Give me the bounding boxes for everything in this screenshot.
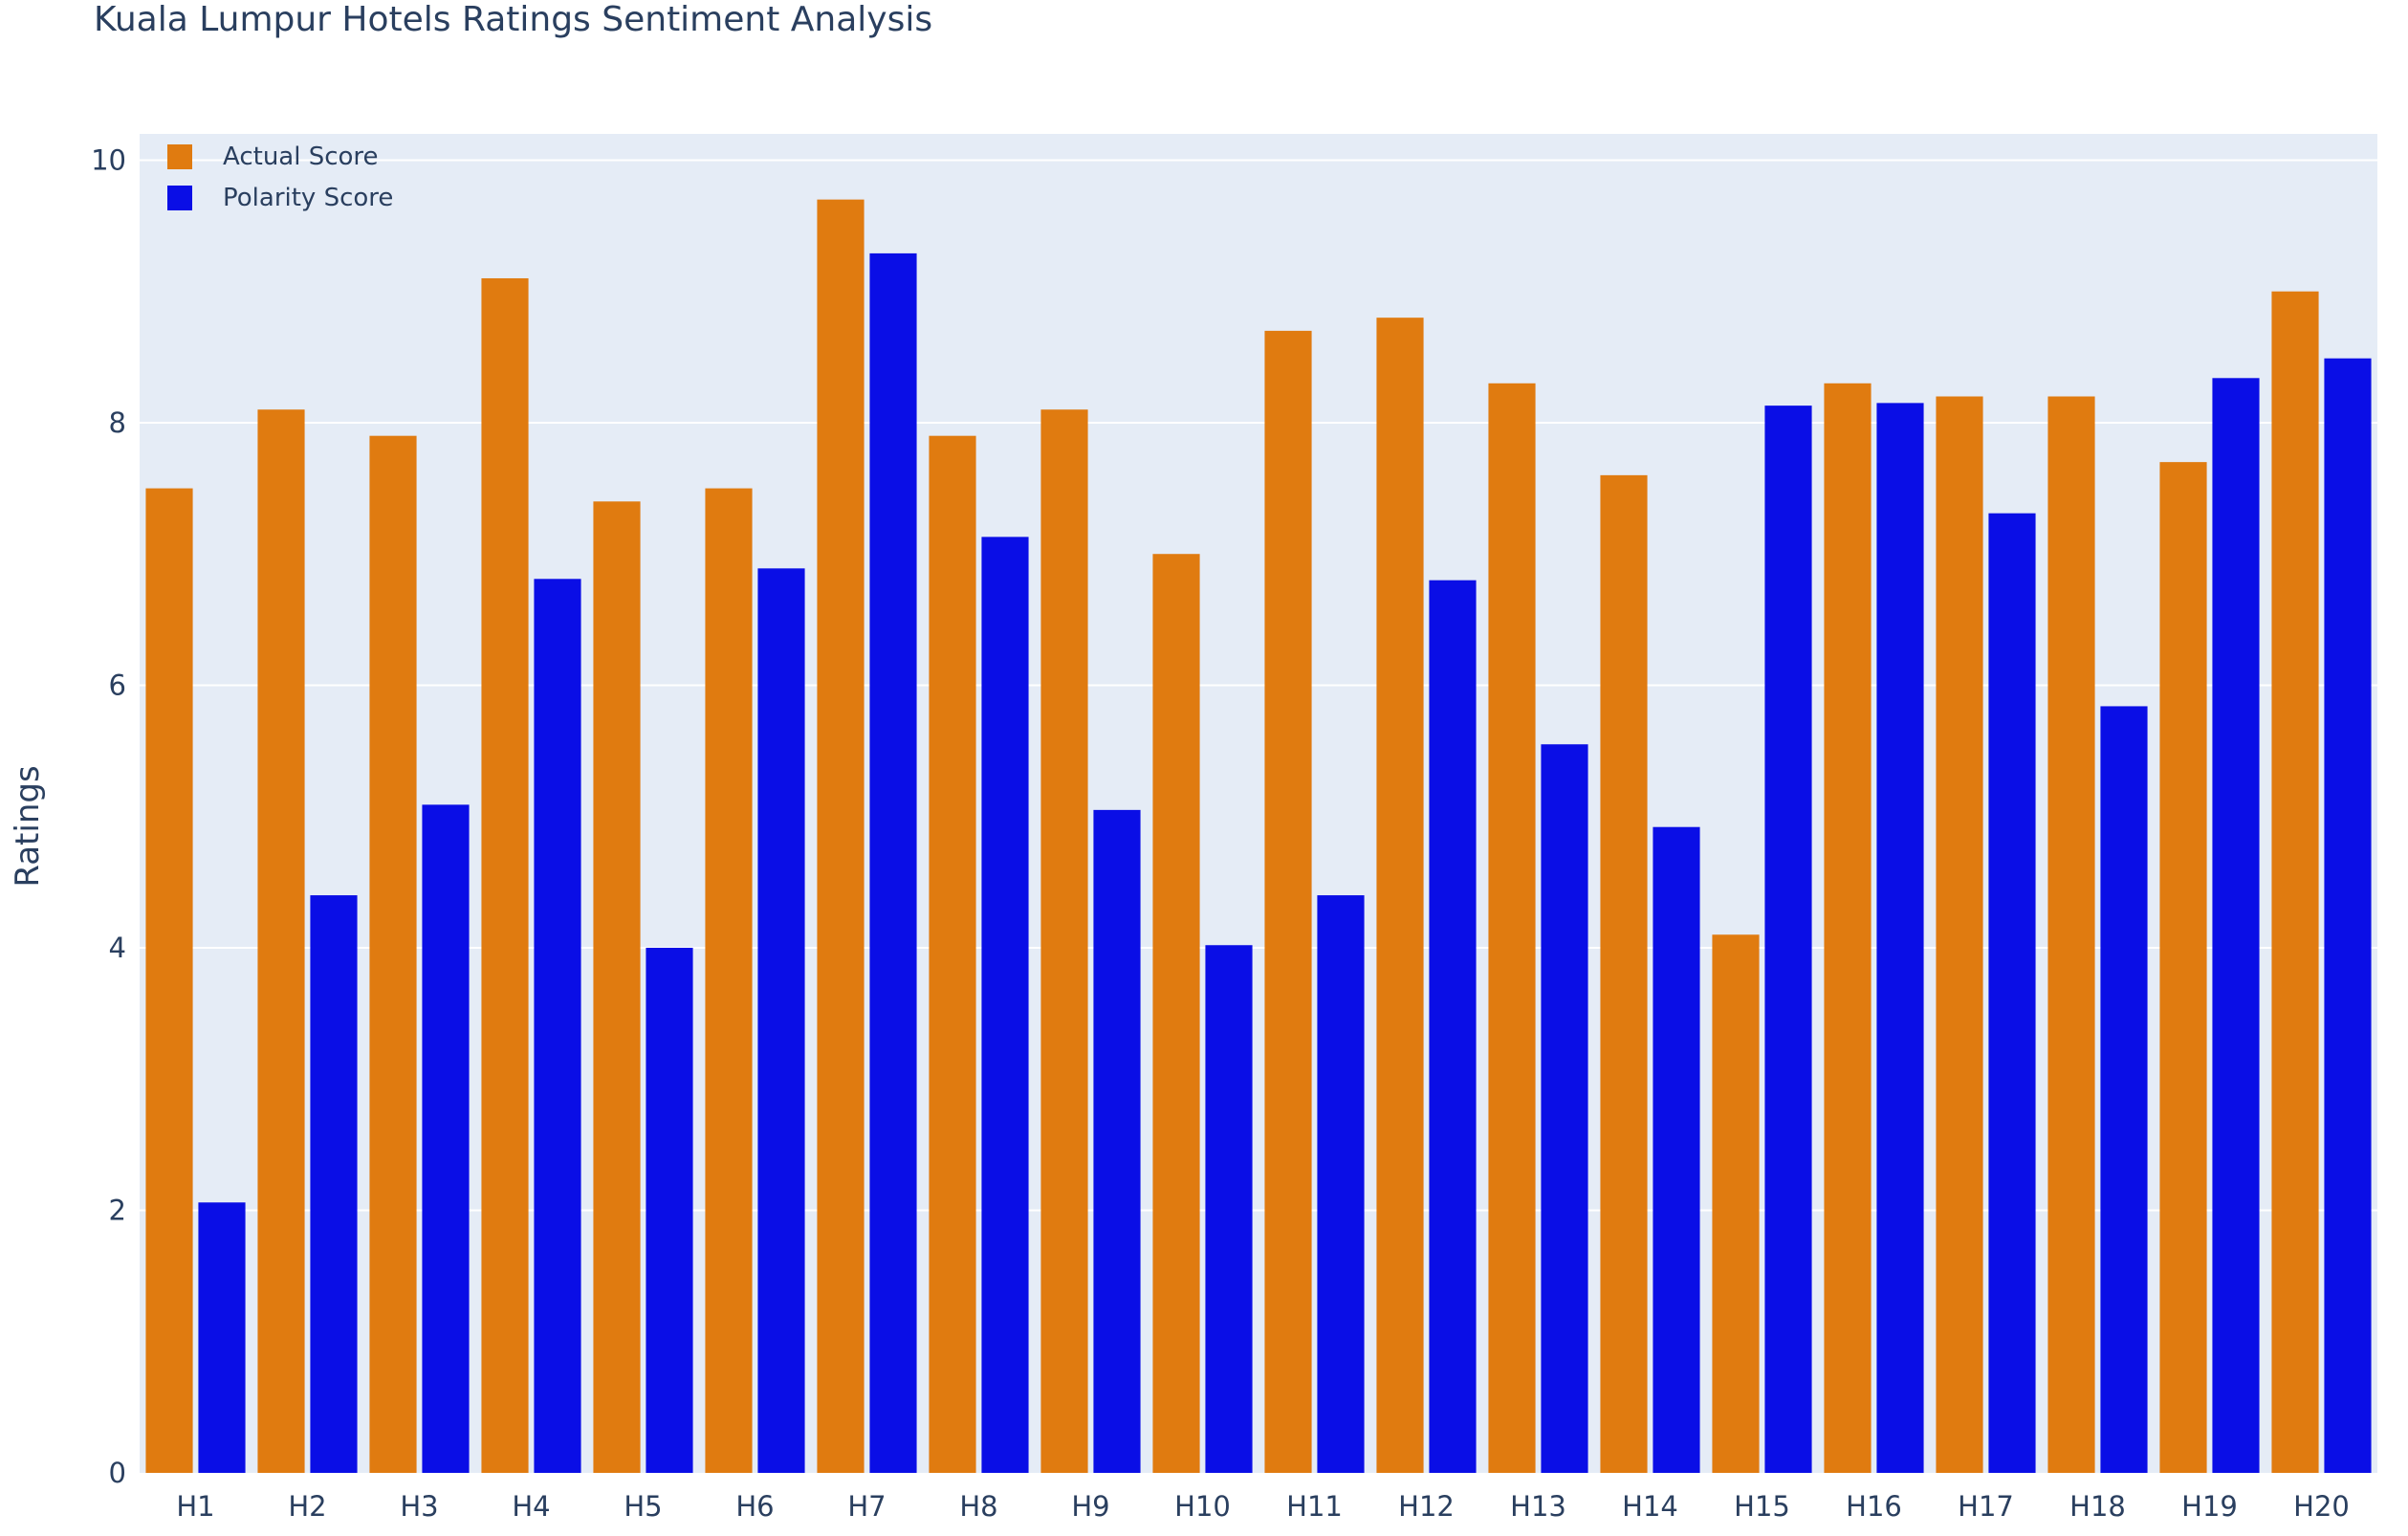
y-tick-label: 4 [109, 932, 126, 964]
bar-polarity-score-h11 [1317, 895, 1365, 1473]
y-tick-label: 0 [109, 1457, 126, 1489]
y-axis-title: Ratings [9, 765, 47, 887]
bar-actual-score-h6 [705, 488, 753, 1473]
bar-actual-score-h3 [369, 435, 417, 1473]
x-tick-label: H20 [2293, 1490, 2350, 1523]
x-tick-label: H14 [1622, 1490, 1678, 1523]
bar-actual-score-h12 [1376, 318, 1424, 1473]
bar-polarity-score-h5 [646, 947, 693, 1473]
bar-polarity-score-h8 [981, 537, 1029, 1473]
x-tick-label: H1 [176, 1490, 214, 1523]
bar-actual-score-h10 [1152, 554, 1200, 1473]
legend-label: Actual Score [223, 143, 379, 171]
bar-actual-score-h1 [145, 488, 193, 1473]
bar-actual-score-h9 [1040, 409, 1088, 1473]
x-axis-ticks: H1 H2 H3 H4 H5 H6 H7 H8 H9 H10 H11 H12 H13 H14 H15 H16 H… [176, 1490, 2349, 1523]
bar-actual-score-h7 [817, 199, 865, 1474]
bar-actual-score-h18 [2047, 396, 2095, 1474]
y-tick-label: 8 [109, 406, 126, 439]
x-tick-label: H15 [1734, 1490, 1790, 1523]
bar-polarity-score-h6 [757, 568, 805, 1473]
bar-actual-score-h19 [2159, 462, 2207, 1474]
bar-polarity-score-h20 [2324, 358, 2372, 1474]
bar-polarity-score-h10 [1205, 945, 1253, 1473]
x-tick-label: H13 [1510, 1490, 1566, 1523]
bar-actual-score-h5 [593, 501, 641, 1473]
bar-polarity-score-h17 [1988, 513, 2036, 1473]
x-tick-label: H3 [400, 1490, 438, 1523]
x-tick-label: H10 [1174, 1490, 1231, 1523]
x-tick-label: H7 [847, 1490, 886, 1523]
bar-polarity-score-h3 [422, 804, 470, 1473]
bar-actual-score-h20 [2271, 291, 2319, 1474]
x-tick-label: H5 [624, 1490, 662, 1523]
bar-actual-score-h17 [1936, 396, 1983, 1474]
bar-actual-score-h11 [1264, 330, 1312, 1474]
x-tick-label: H9 [1071, 1490, 1109, 1523]
x-tick-label: H8 [959, 1490, 997, 1523]
plot-area [140, 134, 2377, 1473]
bars [145, 199, 2372, 1474]
legend: Actual Score Polarity Score [167, 143, 393, 212]
bar-actual-score-h8 [929, 435, 976, 1473]
x-tick-label: H4 [512, 1490, 550, 1523]
x-tick-label: H19 [2181, 1490, 2238, 1523]
y-axis-ticks: 0 2 4 6 8 10 [91, 143, 126, 1489]
bar-polarity-score-h15 [1764, 406, 1812, 1473]
x-tick-label: H18 [2069, 1490, 2126, 1523]
legend-swatch [167, 144, 192, 169]
x-tick-label: H17 [1958, 1490, 2014, 1523]
bar-polarity-score-h12 [1429, 580, 1477, 1473]
legend-swatch [167, 186, 192, 210]
bar-actual-score-h2 [257, 409, 305, 1473]
bar-actual-score-h15 [1712, 934, 1760, 1473]
legend-label: Polarity Score [223, 184, 393, 212]
y-tick-label: 2 [109, 1194, 126, 1226]
bar-polarity-score-h7 [869, 252, 917, 1473]
bar-actual-score-h16 [1824, 383, 1872, 1473]
bar-polarity-score-h14 [1653, 826, 1700, 1473]
bar-actual-score-h4 [481, 277, 529, 1474]
bar-actual-score-h13 [1488, 383, 1536, 1473]
x-tick-label: H11 [1286, 1490, 1343, 1523]
chart-title: Kuala Lumpur Hotels Ratings Sentiment An… [94, 0, 932, 39]
bar-polarity-score-h16 [1876, 403, 1924, 1473]
bar-polarity-score-h19 [2212, 378, 2260, 1473]
y-tick-label: 10 [91, 143, 126, 176]
x-tick-label: H12 [1398, 1490, 1455, 1523]
bar-polarity-score-h1 [198, 1202, 246, 1473]
bar-polarity-score-h4 [534, 579, 581, 1473]
x-tick-label: H16 [1846, 1490, 1902, 1523]
bar-polarity-score-h18 [2100, 706, 2148, 1473]
bar-polarity-score-h9 [1093, 809, 1141, 1473]
bar-actual-score-h14 [1600, 474, 1648, 1473]
x-tick-label: H2 [288, 1490, 326, 1523]
bar-polarity-score-h2 [310, 895, 358, 1473]
bar-polarity-score-h13 [1541, 744, 1588, 1473]
y-tick-label: 6 [109, 669, 126, 701]
x-tick-label: H6 [735, 1490, 774, 1523]
